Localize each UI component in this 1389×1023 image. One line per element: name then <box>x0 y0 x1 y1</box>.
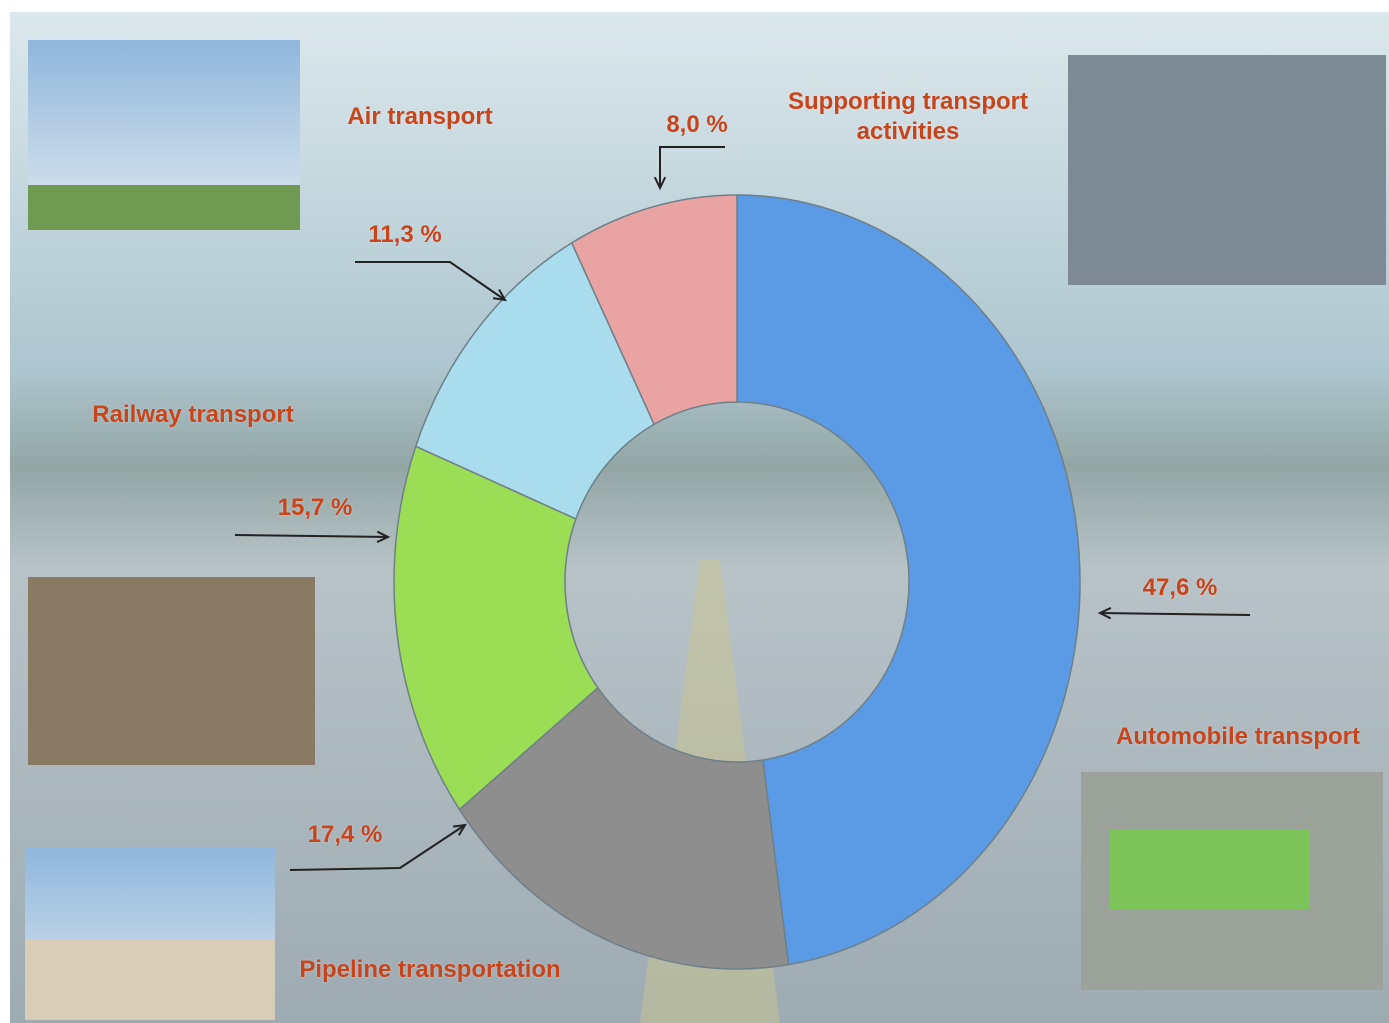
category-label: Automobile transport <box>1116 723 1360 750</box>
value-label: 11,3 % <box>368 221 442 248</box>
arrow <box>234 534 389 538</box>
value-label: 8,0 % <box>666 111 728 138</box>
donut-slice <box>570 194 738 426</box>
category-label: Air transport <box>347 103 493 130</box>
donut-slice <box>736 194 1081 966</box>
arrow-head <box>452 823 467 836</box>
category-label: Railway transport <box>92 401 294 428</box>
arrow-head <box>492 289 507 302</box>
arrow <box>355 261 506 301</box>
photo-air-ground <box>28 185 300 230</box>
arrow <box>1099 612 1251 616</box>
arrow <box>289 824 466 871</box>
arrow <box>659 146 725 188</box>
photo-support <box>1068 55 1386 285</box>
arrow-head <box>376 530 391 543</box>
donut-slice <box>458 686 790 970</box>
donut-slice <box>414 241 656 520</box>
value-label: 47,6 % <box>1142 574 1218 601</box>
value-label: 17,4 % <box>307 821 383 848</box>
photo-pipeline-ground <box>25 940 275 1020</box>
photo-auto-bus <box>1110 830 1310 910</box>
category-label: Supporting transport activities <box>788 88 1028 145</box>
arrow-head <box>653 176 667 191</box>
category-label: Pipeline transportation <box>299 956 561 983</box>
photo-rail <box>28 577 315 765</box>
donut-slice <box>393 445 599 811</box>
value-label: 15,7 % <box>277 494 353 521</box>
arrow-head <box>1097 607 1112 620</box>
